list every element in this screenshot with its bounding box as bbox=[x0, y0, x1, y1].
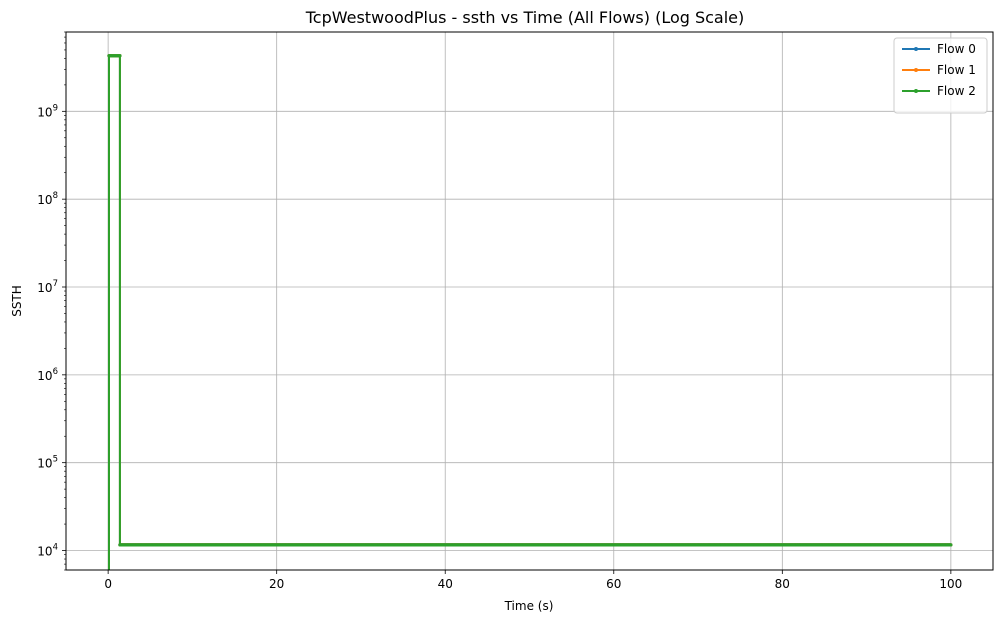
chart-title: TcpWestwoodPlus - ssth vs Time (All Flow… bbox=[305, 8, 745, 27]
y-tick-label: 108 bbox=[37, 191, 58, 207]
legend: Flow 0 Flow 1 Flow 2 bbox=[893, 37, 988, 114]
data-point bbox=[949, 543, 953, 547]
y-tick-label: 107 bbox=[37, 279, 58, 295]
y-axis-label: SSTH bbox=[10, 285, 24, 317]
series-layer bbox=[107, 54, 953, 570]
series-flow-0 bbox=[107, 54, 953, 570]
legend-label: Flow 2 bbox=[937, 84, 976, 98]
data-point bbox=[118, 54, 122, 58]
y-tick-label: 109 bbox=[37, 103, 58, 119]
y-axis-ticks: 104 105 106 107 108 109 bbox=[37, 31, 66, 571]
y-tick-label: 105 bbox=[37, 455, 58, 471]
x-tick-label: 0 bbox=[104, 577, 112, 591]
series-flow-1 bbox=[107, 54, 953, 570]
plot-frame bbox=[65, 31, 994, 571]
y-tick-label: 106 bbox=[37, 367, 58, 383]
x-tick-label: 20 bbox=[269, 577, 284, 591]
legend-marker bbox=[914, 89, 918, 93]
legend-box bbox=[893, 37, 988, 114]
series-line bbox=[107, 54, 951, 570]
legend-entry: Flow 2 bbox=[902, 84, 976, 98]
x-axis-ticks: 0 20 40 60 80 100 bbox=[104, 570, 962, 591]
legend-entry: Flow 1 bbox=[902, 63, 976, 77]
x-axis-label: Time (s) bbox=[504, 599, 554, 613]
x-tick-label: 100 bbox=[939, 577, 962, 591]
legend-marker bbox=[914, 47, 918, 51]
grid bbox=[66, 32, 993, 570]
series-flow-2 bbox=[107, 54, 953, 570]
legend-entry: Flow 0 bbox=[902, 42, 976, 56]
x-tick-label: 40 bbox=[438, 577, 453, 591]
y-tick-label: 104 bbox=[37, 543, 58, 559]
legend-label: Flow 1 bbox=[937, 63, 976, 77]
x-tick-label: 60 bbox=[606, 577, 621, 591]
legend-marker bbox=[914, 68, 918, 72]
legend-label: Flow 0 bbox=[937, 42, 976, 56]
series-line bbox=[107, 54, 951, 570]
series-line bbox=[107, 54, 951, 570]
x-tick-label: 80 bbox=[775, 577, 790, 591]
